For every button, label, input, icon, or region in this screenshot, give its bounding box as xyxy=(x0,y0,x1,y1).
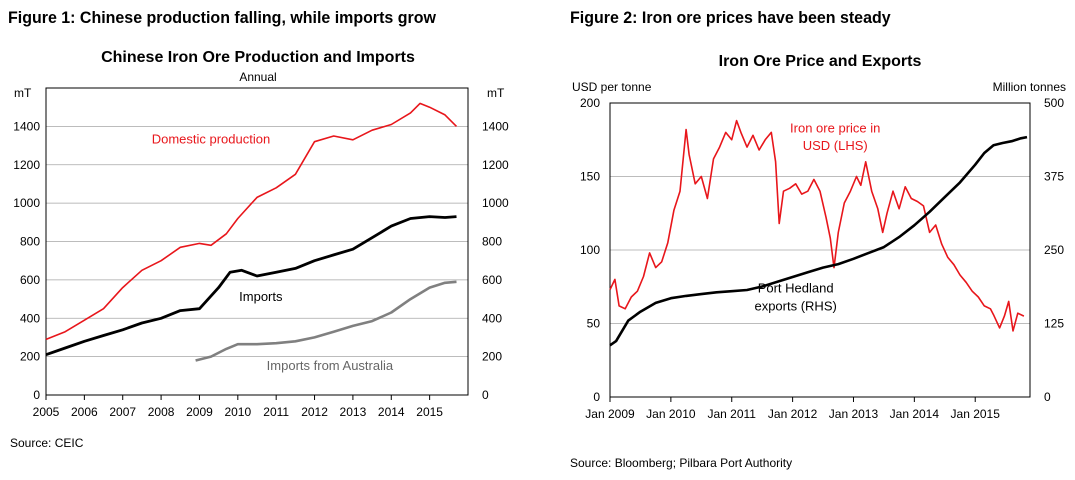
chart1-xtick-label: 2007 xyxy=(109,405,136,419)
chart1-label-domestic: Domestic production xyxy=(152,132,271,147)
chart2-plot-frame xyxy=(609,102,1031,398)
chart1-ytick-right: 1200 xyxy=(482,158,509,172)
chart2-ytick-left: 0 xyxy=(593,390,600,404)
chart2-ytick-left: 200 xyxy=(580,96,600,110)
chart1-xtick-label: 2006 xyxy=(71,405,98,419)
chart2-xtick-label: Jan 2012 xyxy=(768,407,818,421)
chart2-xtick-label: Jan 2010 xyxy=(646,407,696,421)
chart1-plot-frame xyxy=(45,87,469,396)
chart2-price-exports: Iron Ore Price and Exports USD per tonne M… xyxy=(572,53,1066,421)
chart1-ytick-left: 1200 xyxy=(13,158,40,172)
chart1-ytick-left: 1000 xyxy=(13,196,40,210)
chart2-label-exports-line1: Port Hedland xyxy=(758,281,834,296)
chart1-production-imports: Chinese Iron Ore Production and Imports A… xyxy=(13,49,509,419)
chart2-ylabel-right: Million tonnes xyxy=(993,80,1066,94)
chart1-ytick-right: 0 xyxy=(482,388,489,402)
chart2-ytick-right: 500 xyxy=(1044,96,1064,110)
chart2-ytick-right: 125 xyxy=(1044,317,1064,331)
chart2-xtick-label: Jan 2009 xyxy=(585,407,635,421)
chart1-title: Chinese Iron Ore Production and Imports xyxy=(101,49,415,66)
chart2-ytick-right: 0 xyxy=(1044,390,1051,404)
chart1-ytick-left: 800 xyxy=(20,235,40,249)
chart1-ytick-left: 0 xyxy=(33,388,40,402)
chart1-xtick-label: 2013 xyxy=(340,405,367,419)
chart1-ylabel-right: mT xyxy=(487,86,505,100)
chart1-xtick-label: 2005 xyxy=(33,405,60,419)
chart1-label-australia: Imports from Australia xyxy=(267,358,394,373)
chart1-xtick-label: 2011 xyxy=(263,405,289,419)
figure1-heading: Figure 1: Chinese production falling, wh… xyxy=(8,8,436,27)
chart2-price-line xyxy=(609,119,1025,332)
chart2-ytick-right: 375 xyxy=(1044,170,1064,184)
chart1-ytick-right: 200 xyxy=(482,350,502,364)
chart1-series-line-2 xyxy=(45,215,457,357)
chart1-xtick-label: 2014 xyxy=(378,405,405,419)
chart1-ytick-right: 600 xyxy=(482,273,502,287)
figure2-heading: Figure 2: Iron ore prices have been stea… xyxy=(570,8,891,27)
chart2-xtick-label: Jan 2013 xyxy=(829,407,879,421)
chart2-ytick-left: 100 xyxy=(580,243,600,257)
chart1-xtick-label: 2010 xyxy=(224,405,251,419)
chart2-exports-line xyxy=(609,135,1028,347)
chart2-label-price-line1: Iron ore price in xyxy=(790,120,880,135)
chart1-series-line-3 xyxy=(195,280,457,362)
chart1-ytick-right: 1000 xyxy=(482,196,509,210)
chart1-ytick-right: 400 xyxy=(482,311,502,325)
chart1-ytick-right: 1400 xyxy=(482,119,509,133)
chart1-xtick-label: 2009 xyxy=(186,405,213,419)
chart2-xtick-label: Jan 2011 xyxy=(707,407,756,421)
chart2-title: Iron Ore Price and Exports xyxy=(719,53,922,70)
chart1-xtick-label: 2015 xyxy=(416,405,443,419)
chart2-label-price-line2: USD (LHS) xyxy=(803,138,868,153)
chart1-ytick-left: 1400 xyxy=(13,119,40,133)
chart1-ytick-left: 600 xyxy=(20,273,40,287)
chart2-ylabel-left: USD per tonne xyxy=(572,80,652,94)
chart1-ytick-left: 200 xyxy=(20,350,40,364)
chart2-xtick-label: Jan 2014 xyxy=(890,407,940,421)
chart2-xtick-label: Jan 2015 xyxy=(951,407,1001,421)
chart2-ytick-left: 50 xyxy=(587,317,601,331)
chart1-label-imports: Imports xyxy=(239,289,283,304)
figure1-source: Source: CEIC xyxy=(10,436,84,450)
chart1-ytick-left: 400 xyxy=(20,311,40,325)
chart1-ylabel-left: mT xyxy=(14,86,32,100)
chart2-ytick-left: 150 xyxy=(580,170,600,184)
chart1-ytick-right: 800 xyxy=(482,235,502,249)
chart2-ytick-right: 250 xyxy=(1044,243,1064,257)
chart1-xtick-label: 2008 xyxy=(148,405,175,419)
chart1-series-line-1 xyxy=(45,102,458,341)
figure2-source: Source: Bloomberg; Pilbara Port Authorit… xyxy=(570,456,793,470)
chart2-label-exports-line2: exports (RHS) xyxy=(754,298,836,313)
chart1-subtitle: Annual xyxy=(239,70,276,84)
chart1-xtick-label: 2012 xyxy=(301,405,328,419)
